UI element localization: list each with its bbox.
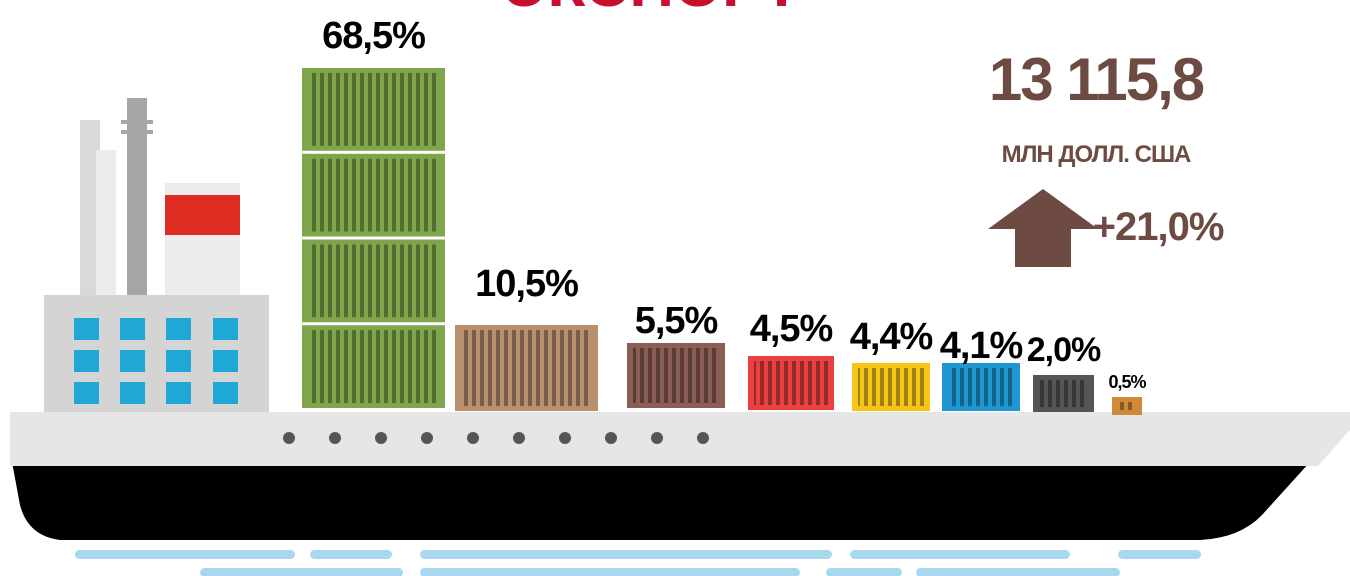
share-label: 4,5% bbox=[750, 308, 833, 350]
container-stripes bbox=[308, 330, 439, 403]
superstructure bbox=[44, 98, 269, 412]
container-stripes bbox=[754, 361, 828, 405]
container-stripes bbox=[308, 245, 439, 318]
title: ЭКСПОРТ bbox=[503, 0, 800, 20]
share-label: 4,4% bbox=[850, 316, 933, 358]
hull bbox=[12, 462, 1310, 540]
share-label: 10,5% bbox=[475, 263, 578, 305]
share-label: 0,5% bbox=[1108, 372, 1146, 392]
growth-arrow bbox=[988, 189, 1098, 267]
infographic: ЭКСПОРТ 68,5%10,5%5,5%4,5 bbox=[0, 0, 1350, 576]
total-value: 13 115,8 bbox=[989, 46, 1204, 113]
total-change: +21,0% bbox=[1093, 205, 1224, 249]
container-stripes bbox=[308, 73, 439, 146]
container-stripes bbox=[633, 348, 719, 403]
share-label: 68,5% bbox=[322, 15, 425, 57]
container-stripes bbox=[858, 368, 924, 406]
share-label: 5,5% bbox=[635, 300, 718, 342]
total-unit: МЛН ДОЛЛ. США bbox=[1002, 141, 1191, 168]
container-stripes bbox=[948, 368, 1014, 406]
water bbox=[75, 550, 1201, 576]
container-stripes bbox=[1039, 380, 1088, 407]
container-stripes bbox=[1118, 402, 1136, 410]
container-stripes bbox=[308, 159, 439, 232]
container-stripes bbox=[461, 330, 592, 406]
deck bbox=[10, 412, 1350, 466]
share-label: 4,1% bbox=[940, 325, 1023, 367]
share-label: 2,0% bbox=[1027, 331, 1101, 369]
